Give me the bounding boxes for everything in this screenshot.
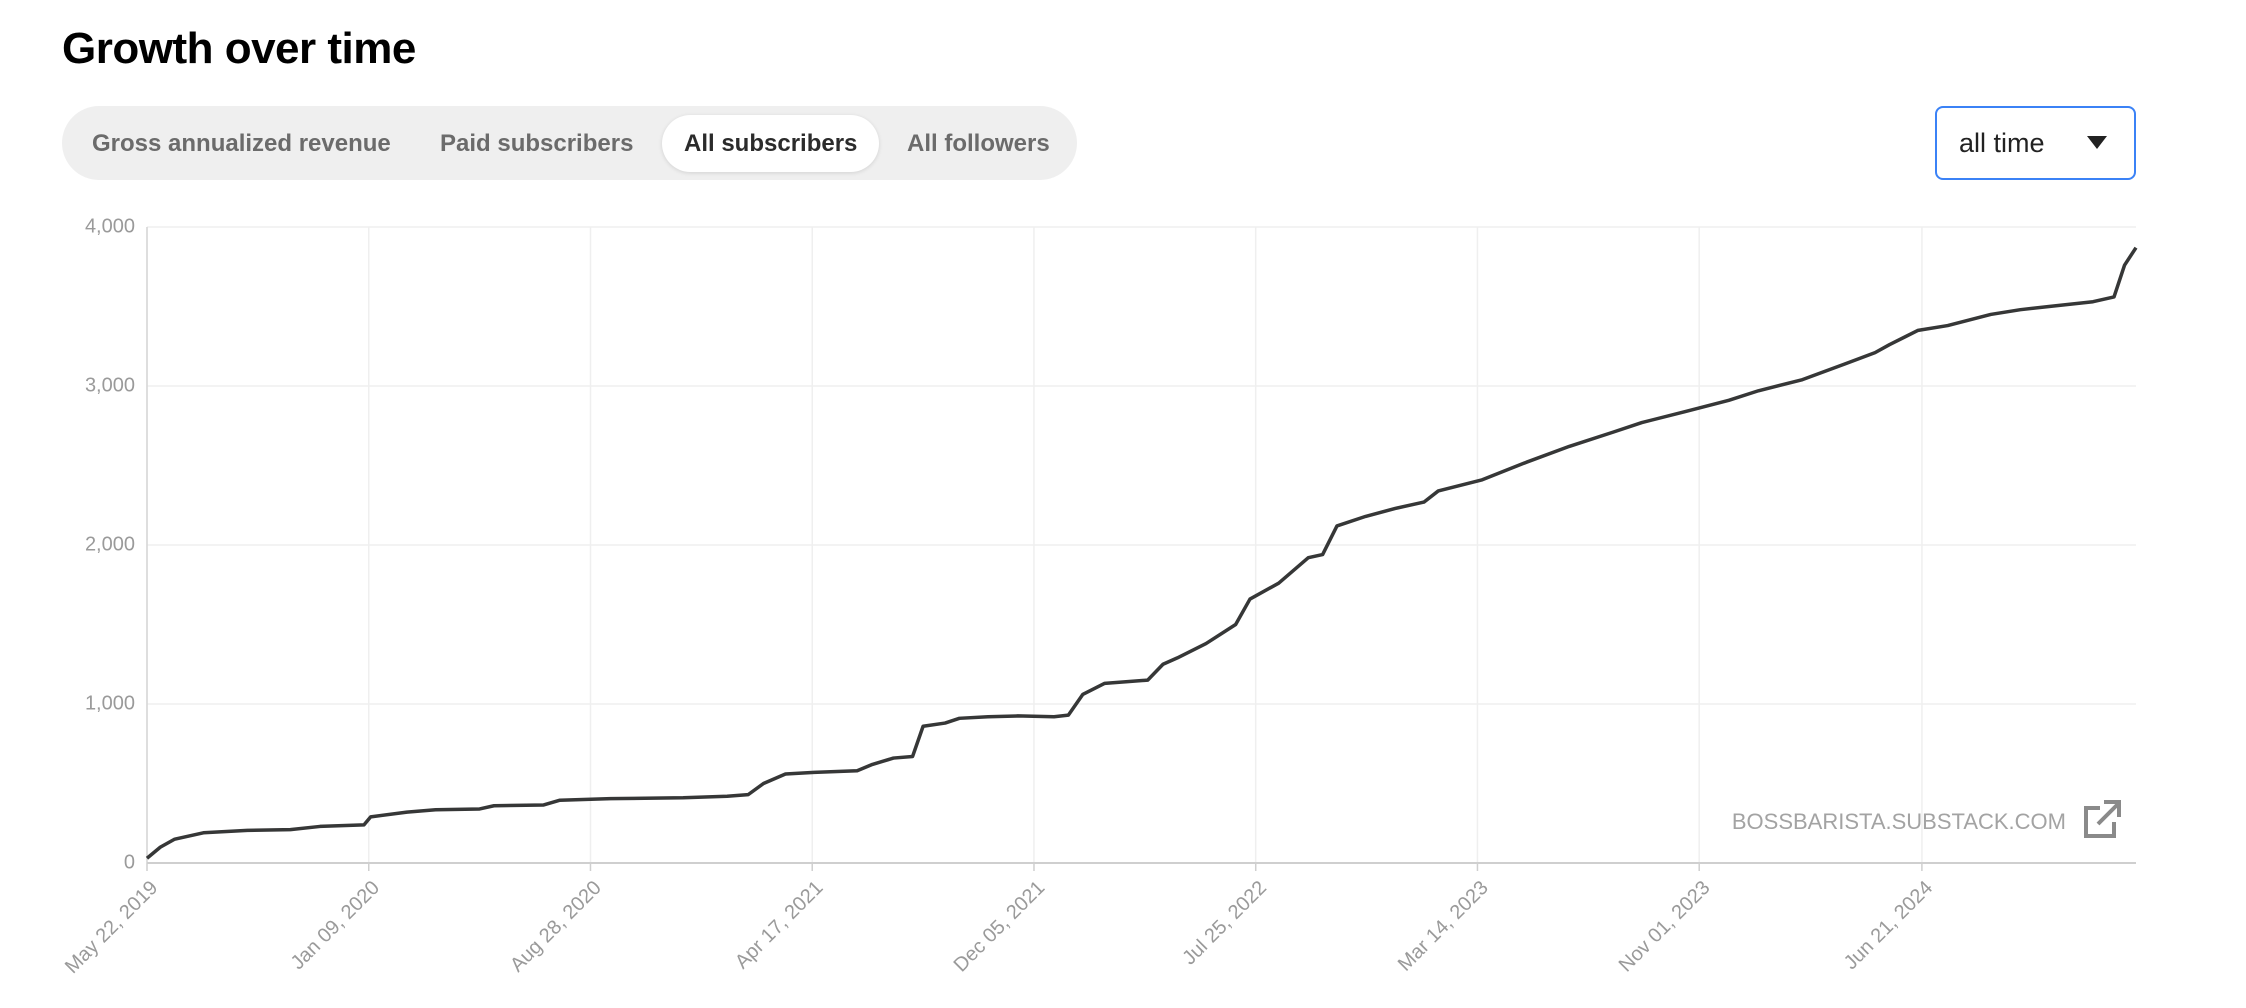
tab-bar: Gross annualized revenue Paid subscribers…: [62, 106, 1077, 180]
dropdown-arrow: [2087, 136, 2107, 149]
y-tick-label: 4,000: [85, 215, 135, 237]
watermark: BOSSBARISTA.SUBSTACK.COM: [1732, 809, 2066, 834]
x-tick-label: Mar 14, 2023: [1394, 877, 1493, 976]
range-dropdown[interactable]: all time: [1935, 106, 2136, 180]
x-tick-label: Dec 05, 2021: [950, 877, 1050, 977]
y-tick-label: 0: [124, 851, 135, 873]
x-tick-label: May 22, 2019: [61, 877, 162, 978]
tab[interactable]: Paid subscribers: [440, 130, 634, 157]
page-title: Growth over time: [62, 24, 416, 73]
x-tick-label: Aug 28, 2020: [506, 877, 606, 977]
dropdown-label: all time: [1959, 128, 2045, 158]
x-tick-label: Jan 09, 2020: [287, 877, 384, 974]
data-line: [145, 246, 2138, 860]
x-tick-label: Nov 01, 2023: [1615, 877, 1715, 977]
tab[interactable]: Gross annualized revenue: [92, 130, 391, 157]
y-tick-label: 1,000: [85, 692, 135, 714]
x-tick-label: Apr 17, 2021: [731, 877, 828, 974]
x-tick-label: Jun 21, 2024: [1840, 877, 1937, 974]
tab[interactable]: All subscribers: [662, 115, 880, 172]
y-tick-label: 3,000: [85, 374, 135, 396]
tab[interactable]: All followers: [907, 130, 1050, 157]
plot: 0 1,000 2,000 3,000 4,000 May 22, 2019 Jan 09,…: [61, 215, 2138, 978]
external-link-icon[interactable]: [2084, 800, 2121, 838]
y-tick-label: 2,000: [85, 533, 135, 555]
x-tick-label: Jul 25, 2022: [1178, 877, 1271, 970]
